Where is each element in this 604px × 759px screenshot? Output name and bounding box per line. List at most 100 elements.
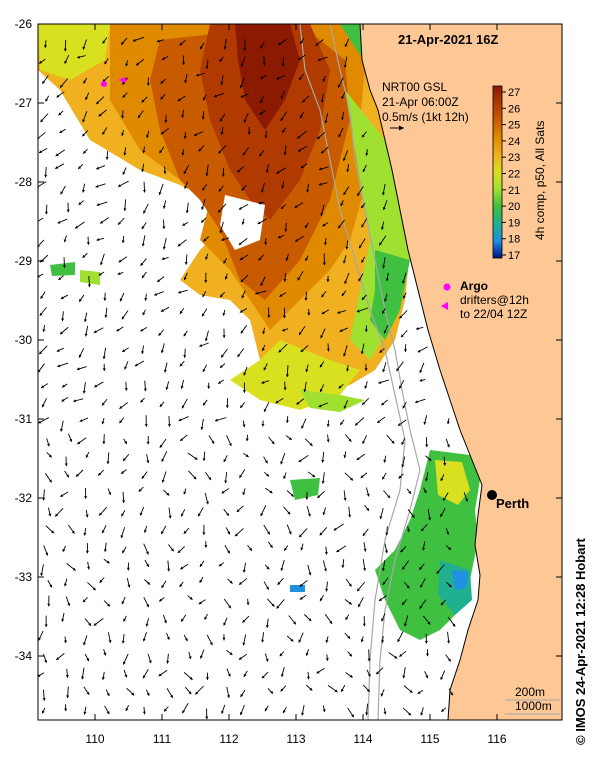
current-arrow-head: [261, 675, 265, 679]
current-arrow-head: [61, 398, 65, 402]
current-arrow-head: [240, 63, 244, 67]
current-arrow-head: [60, 331, 64, 335]
current-arrow-head: [403, 295, 406, 299]
current-arrow-head: [208, 477, 212, 480]
current-arrow-head: [146, 82, 150, 86]
current-arrow-head: [86, 242, 90, 245]
current-arrow-head: [154, 292, 158, 296]
current-arrow-head: [62, 265, 66, 269]
current-arrow-head: [319, 532, 323, 536]
current-arrow-head: [406, 585, 410, 589]
current-arrow-head: [85, 514, 89, 518]
perth-city-marker[interactable]: [487, 490, 497, 500]
current-arrow-head: [185, 210, 189, 214]
current-arrow-head: [102, 356, 106, 360]
current-arrow-head: [306, 676, 310, 680]
current-arrow-head: [362, 533, 366, 537]
current-arrow-head: [341, 565, 345, 568]
current-arrow-head: [164, 708, 167, 712]
current-arrow-head: [322, 262, 326, 266]
current-arrow-head: [361, 297, 365, 300]
colorbar-tick-label: 27: [508, 87, 520, 99]
current-arrow-head: [57, 220, 61, 224]
current-arrow-head: [249, 547, 252, 551]
current-arrow-head: [218, 150, 222, 154]
current-arrow-head: [276, 170, 280, 174]
drifters-legend-period: to 22/04 12Z: [460, 307, 527, 321]
current-arrow-head: [60, 191, 64, 195]
current-arrow-head: [382, 476, 385, 480]
current-arrow-head: [99, 579, 103, 583]
current-arrow-head: [305, 225, 308, 229]
current-arrow-head: [261, 423, 265, 427]
current-arrow-head: [108, 491, 112, 495]
current-arrow-head: [83, 319, 87, 323]
current-arrow-head: [137, 115, 141, 119]
current-arrow-head: [98, 113, 102, 117]
current-arrow-head: [223, 260, 227, 264]
current-arrow-head: [397, 639, 401, 643]
current-arrow-head: [146, 441, 150, 445]
current-arrow-head: [235, 533, 238, 537]
current-arrow-head: [123, 152, 127, 156]
current-arrow-head: [44, 211, 49, 215]
argo-float-marker[interactable]: [101, 81, 107, 87]
current-arrow-head: [279, 653, 283, 657]
current-arrow-head: [360, 639, 364, 643]
current-arrow-head: [104, 315, 108, 318]
current-arrow-head: [139, 512, 143, 516]
drifter-marker[interactable]: [118, 77, 126, 83]
current-arrow-head: [300, 547, 304, 551]
current-arrow-head: [46, 443, 50, 447]
current-arrow-head: [379, 516, 383, 519]
drifter-legend-icon: [441, 302, 448, 310]
current-arrow-head: [416, 327, 419, 331]
map-title: 21-Apr-2021 16Z: [398, 32, 498, 47]
current-arrow-head: [122, 661, 126, 665]
current-arrow-head: [263, 408, 267, 412]
current-arrow-head: [161, 531, 164, 535]
current-arrow-head: [77, 55, 81, 59]
current-arrow-head: [122, 94, 126, 98]
current-arrow-head: [83, 642, 86, 646]
current-arrow-head: [391, 440, 395, 444]
current-arrow-head: [419, 369, 423, 373]
current-arrow-head: [167, 424, 171, 427]
current-arrow-head: [301, 712, 305, 716]
current-arrow-head: [262, 331, 266, 335]
current-arrow-head: [241, 187, 245, 191]
current-arrow-head: [79, 298, 82, 302]
current-arrow-head: [205, 677, 210, 680]
current-arrow-head: [123, 458, 126, 461]
current-arrow-head: [338, 225, 341, 229]
current-arrow-head: [146, 692, 150, 696]
current-arrow-head: [106, 711, 110, 715]
current-arrow-head: [305, 257, 308, 261]
map-frame: [37, 23, 563, 721]
current-arrow-head: [243, 673, 247, 677]
current-arrow-head: [351, 714, 354, 718]
colorbar-tick-label: 18: [508, 234, 520, 246]
current-arrow-head: [147, 581, 151, 585]
current-arrow-head: [297, 277, 301, 281]
current-arrow-head: [326, 348, 330, 352]
current-arrow-head: [425, 444, 429, 448]
current-arrow-head: [317, 494, 321, 498]
current-arrow-head: [348, 583, 352, 587]
current-arrow-head: [203, 97, 206, 101]
lat-label: -29: [15, 254, 33, 268]
current-arrow-head: [305, 369, 309, 373]
current-arrow-head: [381, 402, 385, 406]
current-arrow-head: [218, 380, 222, 384]
current-arrow-head: [223, 622, 227, 626]
lon-label: 113: [286, 732, 305, 746]
current-arrow-head: [158, 673, 162, 677]
current-arrow-head: [165, 386, 169, 390]
current-arrow-head: [361, 134, 365, 138]
current-arrow-head: [86, 658, 90, 662]
current-arrow-head: [295, 238, 299, 242]
colorbar: [492, 85, 503, 259]
current-arrow-head: [55, 153, 59, 156]
current-arrow-head: [183, 277, 187, 280]
